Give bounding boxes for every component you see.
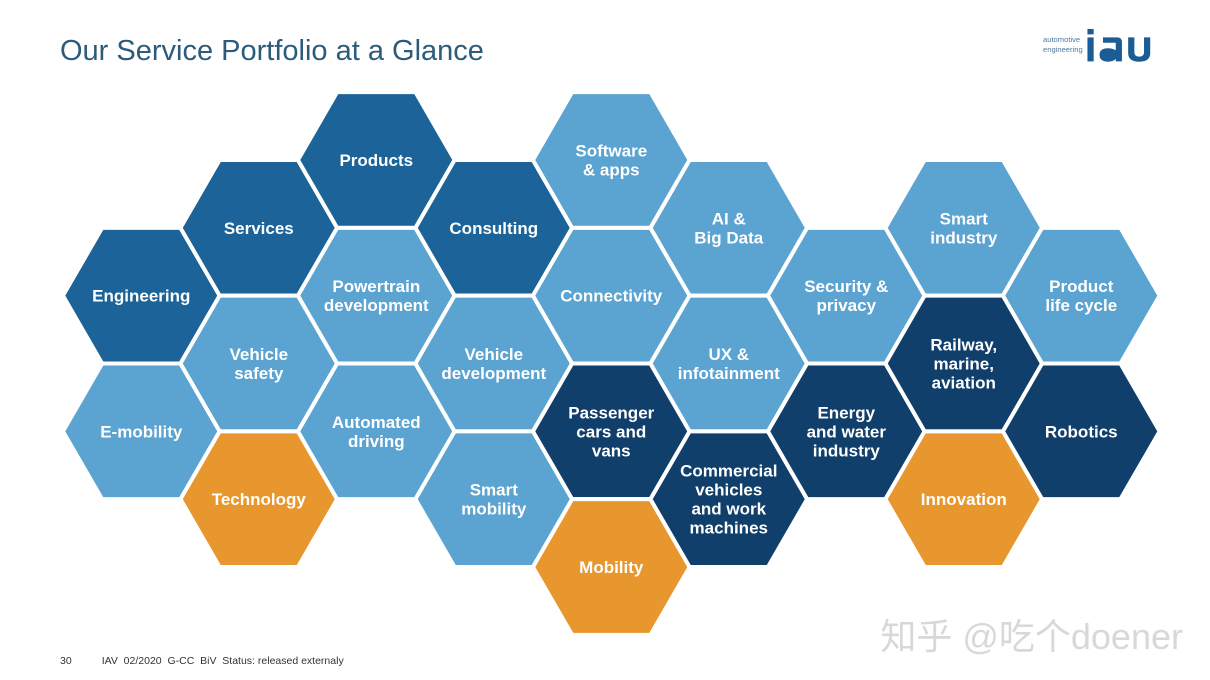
svg-text:Software& apps: Software & apps bbox=[575, 142, 647, 180]
svg-text:Products: Products bbox=[339, 151, 413, 170]
svg-text:E-mobility: E-mobility bbox=[100, 422, 183, 441]
svg-text:Engineering: Engineering bbox=[92, 287, 190, 306]
svg-text:Security &privacy: Security & privacy bbox=[804, 277, 888, 315]
svg-text:Robotics: Robotics bbox=[1045, 422, 1118, 441]
svg-text:Technology: Technology bbox=[212, 490, 307, 509]
svg-text:engineering: engineering bbox=[1043, 45, 1083, 54]
svg-text:Mobility: Mobility bbox=[579, 558, 644, 577]
svg-text:Services: Services bbox=[224, 219, 294, 238]
svg-text:Railway,marine,aviation: Railway, marine, aviation bbox=[930, 336, 997, 393]
svg-text:Innovation: Innovation bbox=[921, 490, 1007, 509]
svg-text:Connectivity: Connectivity bbox=[560, 287, 663, 306]
svg-text:automotive: automotive bbox=[1043, 35, 1080, 44]
svg-text:Consulting: Consulting bbox=[449, 219, 538, 238]
